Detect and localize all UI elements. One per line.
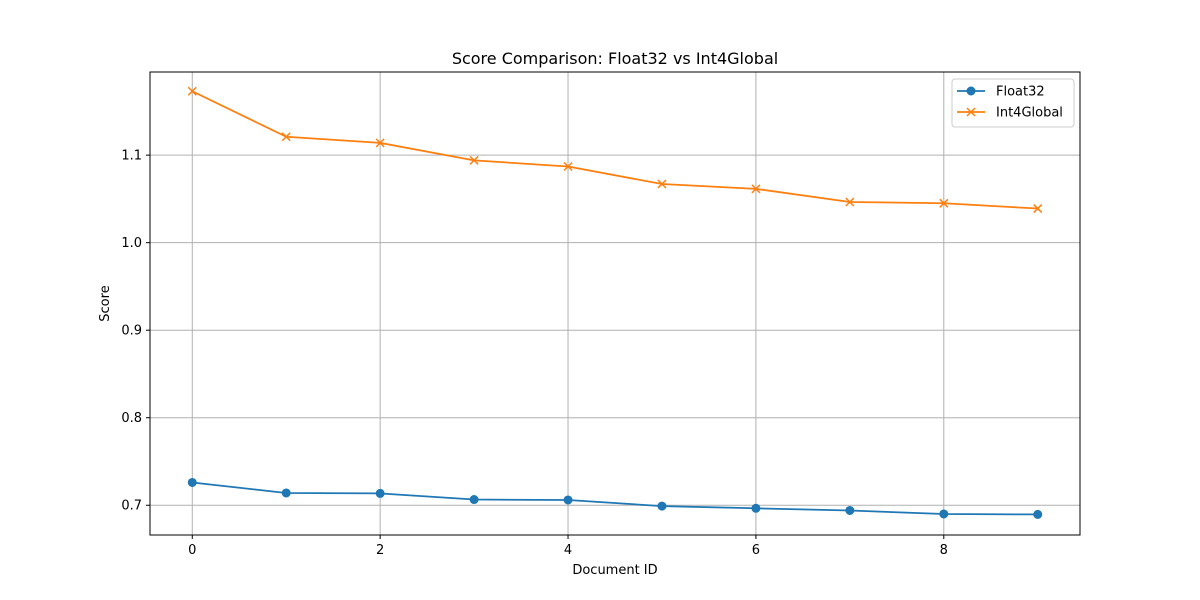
series-float32 bbox=[187, 477, 1043, 519]
grid-lines bbox=[150, 72, 1080, 535]
y-tick-label: 0.7 bbox=[121, 499, 142, 514]
data-point-float32 bbox=[1033, 509, 1043, 519]
y-tick-label: 0.8 bbox=[121, 411, 142, 426]
data-point-float32 bbox=[939, 509, 949, 519]
data-point-int4global bbox=[563, 161, 573, 172]
data-point-int4global bbox=[1033, 204, 1043, 214]
series-group bbox=[187, 86, 1043, 519]
x-tick-label: 2 bbox=[376, 543, 384, 558]
plot-frame bbox=[149, 71, 1081, 536]
data-point-float32 bbox=[657, 501, 667, 511]
series-int4global bbox=[187, 86, 1043, 214]
legend-item-int4global: Int4Global bbox=[957, 106, 1063, 121]
y-tick-label: 0.9 bbox=[121, 324, 142, 339]
data-point-float32 bbox=[845, 505, 855, 515]
y-axis-title: Score bbox=[98, 285, 113, 321]
data-point-float32 bbox=[281, 488, 291, 498]
x-tick-label: 6 bbox=[752, 543, 760, 558]
y-tick-label: 1.0 bbox=[121, 236, 142, 251]
data-point-int4global bbox=[375, 138, 385, 148]
legend-item-float32: Float32 bbox=[957, 85, 1045, 100]
x-tick-label: 8 bbox=[940, 543, 948, 558]
data-point-int4global bbox=[187, 86, 197, 96]
y-tick-label: 1.1 bbox=[121, 149, 142, 164]
data-point-int4global bbox=[469, 155, 479, 165]
legend-label: Int4Global bbox=[996, 106, 1063, 121]
data-point-int4global bbox=[657, 179, 667, 189]
x-axis-title: Document ID bbox=[572, 563, 657, 578]
legend-marker bbox=[966, 107, 976, 117]
chart-title: Score Comparison: Float32 vs Int4Global bbox=[452, 49, 778, 68]
series-line-float32 bbox=[191, 481, 1039, 516]
data-point-int4global bbox=[845, 197, 855, 207]
data-point-float32 bbox=[469, 495, 479, 505]
data-point-int4global bbox=[751, 184, 761, 194]
data-point-float32 bbox=[375, 488, 385, 498]
data-point-float32 bbox=[563, 495, 573, 505]
legend-label: Float32 bbox=[996, 85, 1045, 100]
x-tick-label: 4 bbox=[564, 543, 572, 558]
series-line-int4global bbox=[191, 90, 1039, 210]
legend: Float32 Int4Global bbox=[951, 78, 1075, 128]
data-point-int4global bbox=[281, 132, 291, 142]
data-point-float32 bbox=[751, 503, 761, 513]
x-tick-label: 0 bbox=[188, 543, 196, 558]
data-point-int4global bbox=[939, 198, 949, 208]
axis-ticks: 0 2 4 6 8 0.7 0.8 0.9 1.0 1.1 bbox=[121, 149, 948, 558]
data-point-float32 bbox=[187, 477, 197, 487]
legend-marker bbox=[966, 86, 976, 96]
